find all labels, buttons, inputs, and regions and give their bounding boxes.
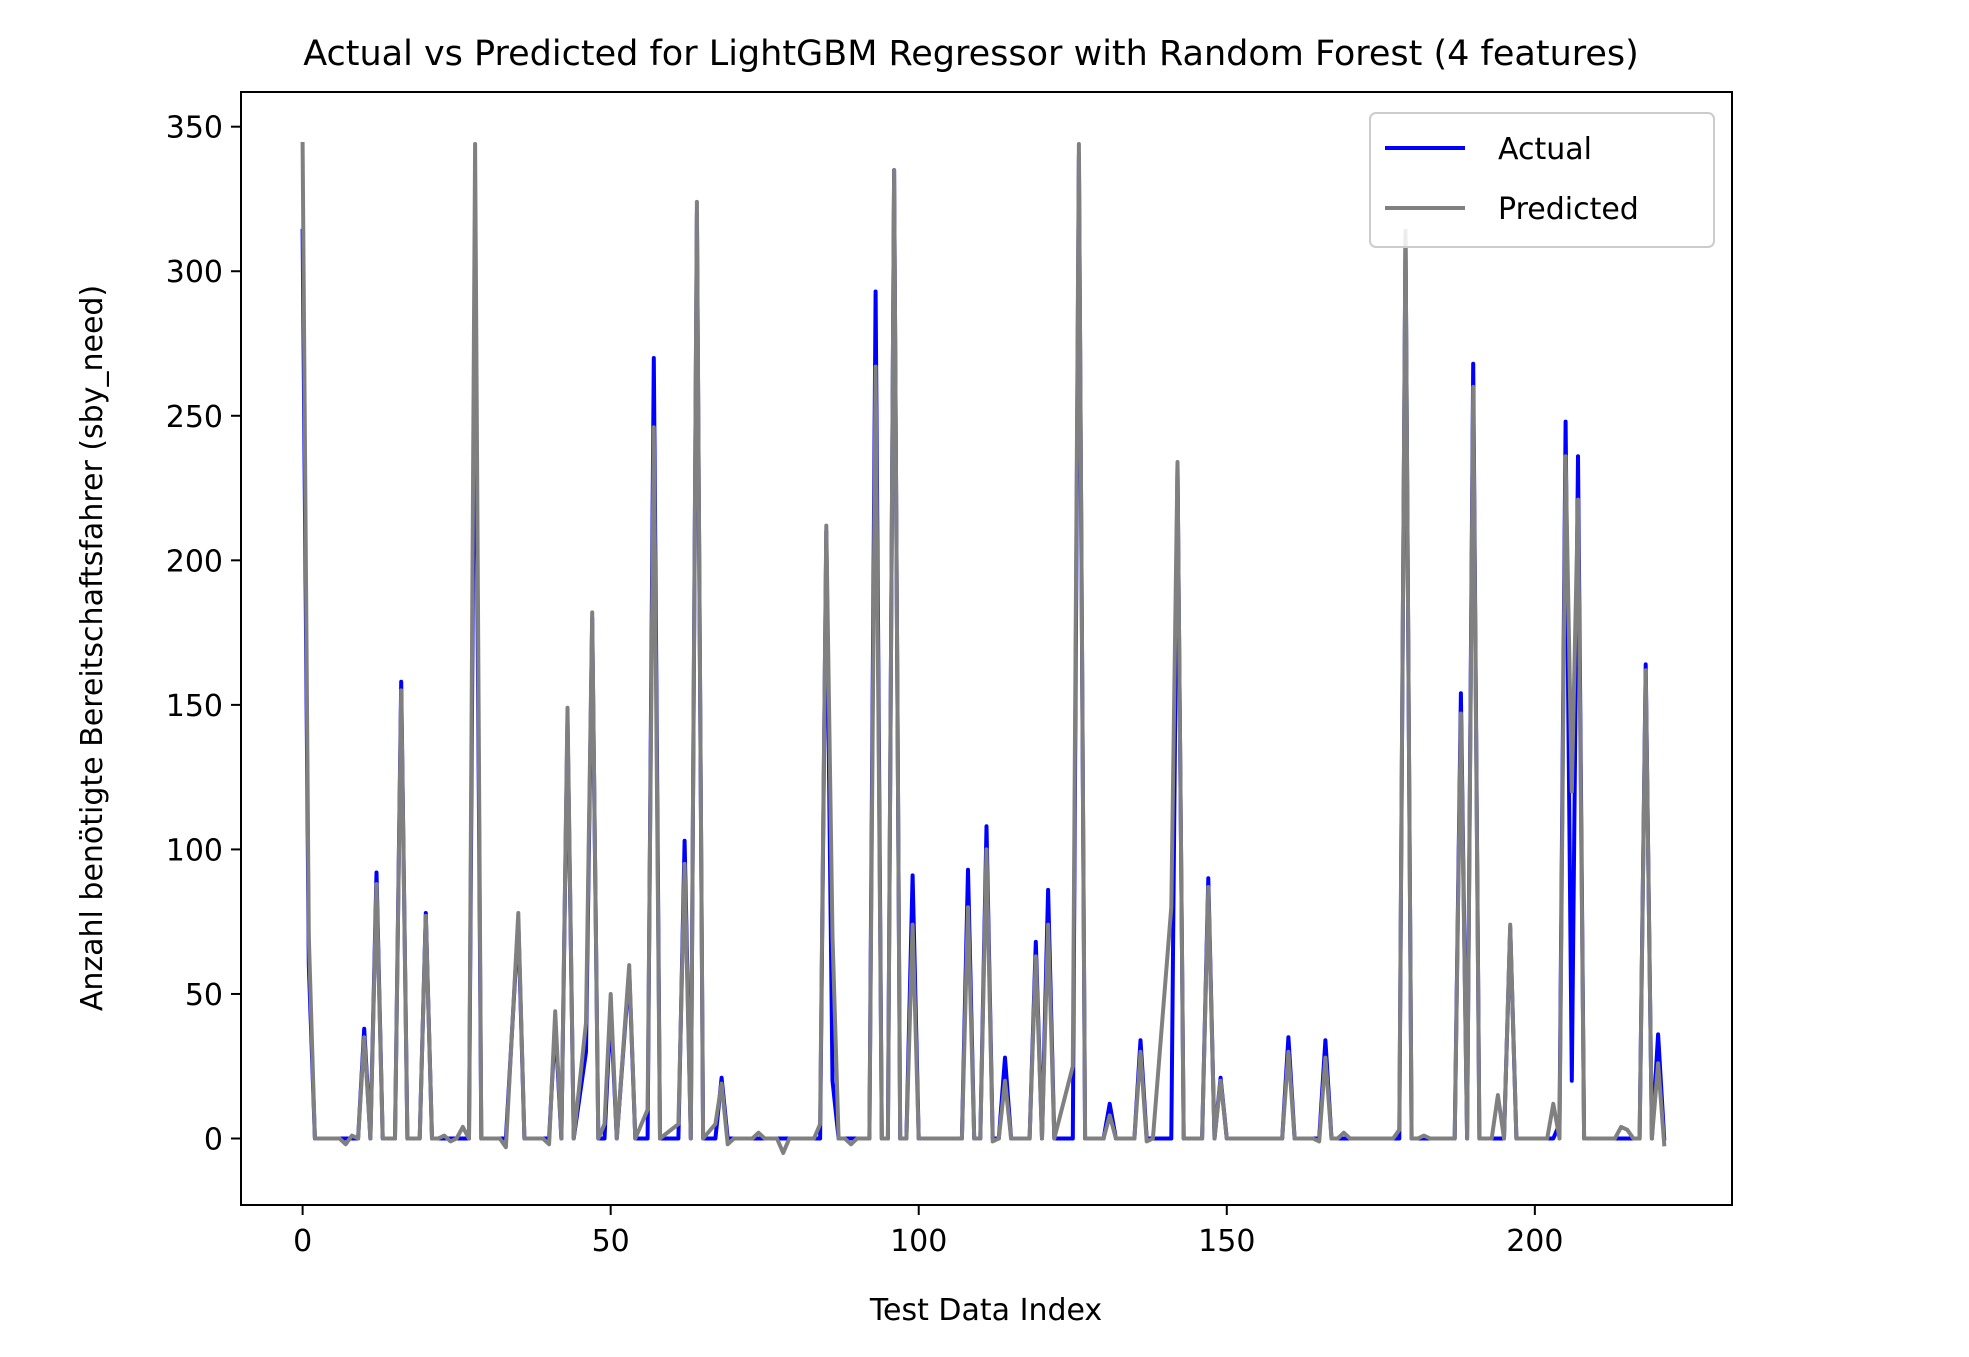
legend-label-predicted: Predicted [1498, 192, 1639, 227]
x-axis-label: Test Data Index [869, 1293, 1102, 1328]
y-axis: 0 50 100 150 200 250 300 350 [166, 111, 241, 1158]
y-tick-label: 50 [185, 978, 223, 1013]
chart-title: Actual vs Predicted for LightGBM Regress… [303, 34, 1639, 74]
y-tick-label: 200 [166, 544, 223, 579]
x-tick-label: 0 [293, 1224, 312, 1259]
y-tick-label: 150 [166, 689, 223, 724]
y-tick-label: 0 [204, 1123, 223, 1158]
plot-frame [240, 91, 1733, 1206]
y-tick-label: 100 [166, 833, 223, 868]
series-line-predicted [300, 141, 1667, 1155]
y-tick-label: 250 [166, 400, 223, 435]
y-tick-label: 300 [166, 255, 223, 290]
x-tick-label: 200 [1506, 1224, 1563, 1259]
y-axis-label: Anzahl benötigte Bereitschaftsfahrer (sb… [75, 285, 110, 1011]
y-tick-label: 350 [166, 111, 223, 146]
x-tick-label: 50 [592, 1224, 630, 1259]
x-tick-label: 100 [890, 1224, 947, 1259]
x-axis: 0 50 100 150 200 [293, 1205, 1563, 1259]
x-tick-label: 150 [1198, 1224, 1255, 1259]
plot-area [300, 141, 1667, 1155]
legend: Actual Predicted [1369, 112, 1715, 248]
legend-label-actual: Actual [1498, 132, 1592, 167]
